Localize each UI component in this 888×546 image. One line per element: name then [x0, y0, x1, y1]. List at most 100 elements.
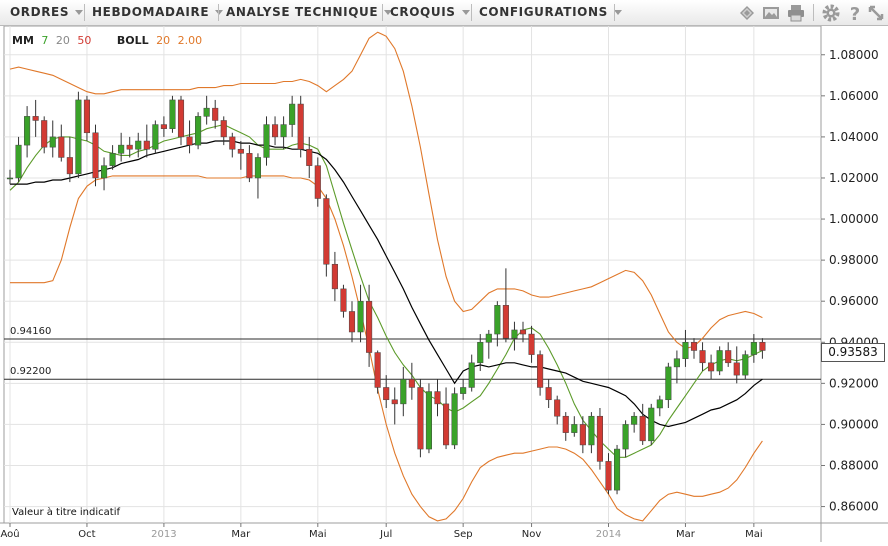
- indicative-value-note: Valeur à titre indicatif: [12, 507, 120, 518]
- candle-down: [32, 99, 39, 137]
- candle-body: [391, 399, 398, 405]
- menu-ordres[interactable]: ORDRES: [10, 0, 84, 25]
- candle-down: [58, 124, 65, 162]
- candle-body: [537, 354, 544, 388]
- boll-period: 20: [156, 34, 171, 47]
- candle-up: [152, 120, 159, 154]
- candle-up: [742, 350, 749, 380]
- candle-up: [195, 112, 202, 150]
- candle-down: [143, 124, 150, 158]
- candle-body: [92, 132, 99, 179]
- candle-body: [340, 288, 347, 312]
- candle-body: [528, 333, 535, 355]
- menu-configurations[interactable]: CONFIGURATIONS: [479, 0, 622, 25]
- candle-up: [451, 387, 458, 450]
- menu-analyse-technique[interactable]: ANALYSE TECHNIQUE: [226, 0, 393, 25]
- candle-body: [41, 120, 48, 148]
- candle-down: [237, 141, 244, 170]
- candle-up: [511, 321, 518, 351]
- y-tick-label: 0.90000: [829, 417, 879, 431]
- candle-body: [49, 136, 56, 148]
- candle-down: [596, 407, 604, 470]
- candle-body: [665, 366, 672, 401]
- candle-body: [297, 103, 304, 150]
- candle-body: [366, 300, 373, 353]
- candle-down: [725, 342, 732, 367]
- x-tick-label: Jul: [379, 529, 392, 540]
- candle-down: [690, 338, 698, 359]
- candle-body: [212, 107, 219, 121]
- candle-body: [220, 120, 227, 138]
- candle-up: [656, 395, 663, 417]
- candle-up: [203, 95, 210, 125]
- image-icon[interactable]: [761, 3, 781, 23]
- menu-divider: [218, 4, 219, 21]
- expand-icon[interactable]: [866, 3, 886, 23]
- candle-body: [289, 103, 296, 125]
- candle-up: [648, 403, 655, 445]
- gear-icon[interactable]: [821, 3, 841, 23]
- candle-down: [699, 342, 706, 372]
- menu-hebdomadaire[interactable]: HEBDOMADAIRE: [92, 0, 224, 25]
- print-icon[interactable]: [786, 3, 806, 23]
- candle-up: [289, 95, 296, 137]
- y-tick-label: 1.04000: [829, 130, 879, 144]
- candle-up: [400, 366, 407, 417]
- candle-body: [425, 391, 432, 450]
- menu-croquis[interactable]: CROQUIS: [390, 0, 470, 25]
- chevron-down-icon: [384, 10, 393, 15]
- candle-up: [622, 420, 629, 458]
- candle-down: [220, 116, 227, 146]
- price-chart[interactable]: 1.08000 1.06000 1.04000 1.02000 1.00000 0.980…: [0, 25, 888, 542]
- candle-down: [417, 379, 424, 458]
- candle-body: [733, 362, 740, 376]
- candle-body: [254, 157, 261, 179]
- candle-body: [639, 415, 646, 442]
- candle-body: [502, 305, 509, 339]
- moving-average-short-line: [9, 124, 763, 458]
- candle-body: [588, 415, 595, 446]
- candle-down: [391, 387, 398, 425]
- menu-divider: [471, 4, 472, 21]
- y-tick-label: 0.96000: [829, 294, 879, 308]
- candle-body: [109, 153, 116, 166]
- candle-body: [716, 350, 723, 372]
- candle-up: [169, 95, 176, 133]
- candle-body: [6, 177, 14, 180]
- candle-up: [673, 350, 680, 384]
- candle-body: [58, 136, 65, 158]
- candle-up: [614, 444, 621, 495]
- x-tick-label: Sep: [454, 529, 473, 540]
- candle-body: [477, 342, 484, 364]
- mm-period-long: 50: [77, 34, 92, 47]
- y-tick-label: 0.92000: [829, 376, 879, 390]
- candle-up: [109, 145, 116, 170]
- candle-down: [92, 124, 99, 187]
- help-icon[interactable]: ?: [845, 3, 865, 23]
- candle-body: [348, 311, 356, 333]
- candle-body: [374, 352, 381, 388]
- boll-deviation: 2.00: [177, 34, 203, 47]
- candle-down: [554, 395, 561, 425]
- x-tick-label: Mai: [309, 529, 327, 540]
- candle-down: [545, 379, 552, 408]
- candle-body: [177, 99, 185, 138]
- menu-label: ORDRES: [10, 5, 70, 19]
- layers-icon[interactable]: [737, 3, 757, 23]
- candle-body: [306, 148, 313, 166]
- plot-frame: [3, 25, 822, 524]
- candle-down: [83, 95, 91, 142]
- candle-down: [408, 362, 415, 400]
- y-tick-label: 1.02000: [829, 171, 879, 185]
- candle-body: [229, 136, 236, 150]
- candle-body: [186, 136, 193, 146]
- candle-up: [254, 153, 261, 199]
- candle-down: [297, 95, 304, 158]
- candle-body: [408, 378, 415, 388]
- candle-up: [468, 354, 475, 392]
- candle-down: [126, 136, 133, 158]
- chart-area[interactable]: 1.08000 1.06000 1.04000 1.02000 1.00000 0.980…: [0, 25, 888, 542]
- bollinger-lower-line: [10, 175, 763, 522]
- candle-body: [519, 329, 527, 335]
- candle-body: [614, 448, 621, 491]
